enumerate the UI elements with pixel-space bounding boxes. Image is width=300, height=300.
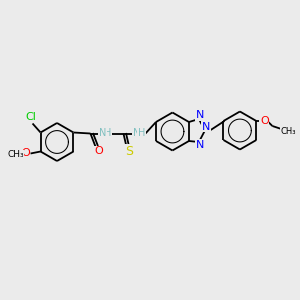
Text: O: O <box>21 148 30 158</box>
Text: CH₃: CH₃ <box>7 150 24 159</box>
Text: CH₃: CH₃ <box>280 128 296 136</box>
Text: N: N <box>202 122 210 131</box>
Text: O: O <box>94 146 103 157</box>
Text: N: N <box>196 110 204 120</box>
Text: N: N <box>196 140 204 150</box>
Text: S: S <box>125 145 134 158</box>
Text: O: O <box>260 116 269 126</box>
Text: H: H <box>104 128 111 137</box>
Text: Cl: Cl <box>25 112 36 122</box>
Text: H: H <box>138 128 145 137</box>
Text: N: N <box>99 128 106 137</box>
Text: N: N <box>133 128 140 137</box>
